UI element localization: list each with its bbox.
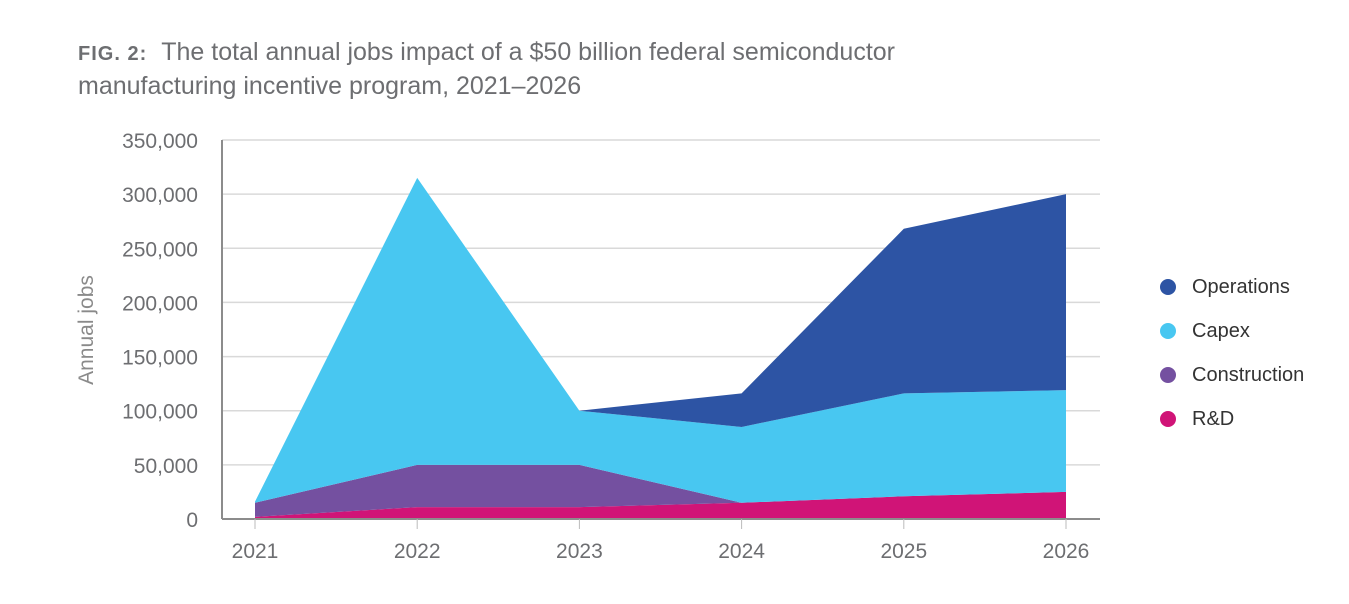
figure-label: FIG. 2: (78, 43, 148, 65)
x-tick-label: 2024 (718, 540, 765, 563)
y-tick-label: 300,000 (122, 184, 198, 207)
x-tick-label: 2025 (880, 540, 927, 563)
y-tick-label: 0 (186, 509, 198, 532)
y-axis-label: Annual jobs (75, 275, 98, 385)
area-r-d (255, 491, 1066, 519)
legend-label: R&D (1192, 407, 1235, 430)
x-tick-label: 2023 (556, 540, 603, 563)
area-construction (255, 464, 1066, 517)
legend-label: Operations (1192, 275, 1290, 298)
legend-item: Operations (1160, 265, 1304, 309)
y-tick-label: 350,000 (122, 130, 198, 153)
y-tick-label: 50,000 (134, 455, 198, 478)
legend-label: Capex (1192, 319, 1250, 342)
legend-item: R&D (1160, 397, 1304, 441)
y-tick-label: 200,000 (122, 292, 198, 315)
legend-swatch (1160, 367, 1176, 383)
legend-item: Construction (1160, 353, 1304, 397)
y-tick-label: 100,000 (122, 401, 198, 424)
legend-item: Capex (1160, 309, 1304, 353)
y-tick-label: 250,000 (122, 238, 198, 261)
x-tick-label: 2021 (232, 540, 279, 563)
area-operations (255, 177, 1066, 502)
legend: Operations Capex Construction R&D (1160, 265, 1304, 441)
y-tick-label: 150,000 (122, 347, 198, 370)
legend-swatch (1160, 411, 1176, 427)
title-text: The total annual jobs impact of a $50 bi… (78, 38, 895, 100)
x-tick-label: 2022 (394, 540, 441, 563)
chart-title: FIG. 2: The total annual jobs impact of a… (78, 36, 1028, 102)
legend-label: Construction (1192, 363, 1305, 386)
legend-swatch (1160, 279, 1176, 295)
x-tick-label: 2026 (1043, 540, 1090, 563)
legend-swatch (1160, 323, 1176, 339)
area-capex (255, 177, 1066, 503)
